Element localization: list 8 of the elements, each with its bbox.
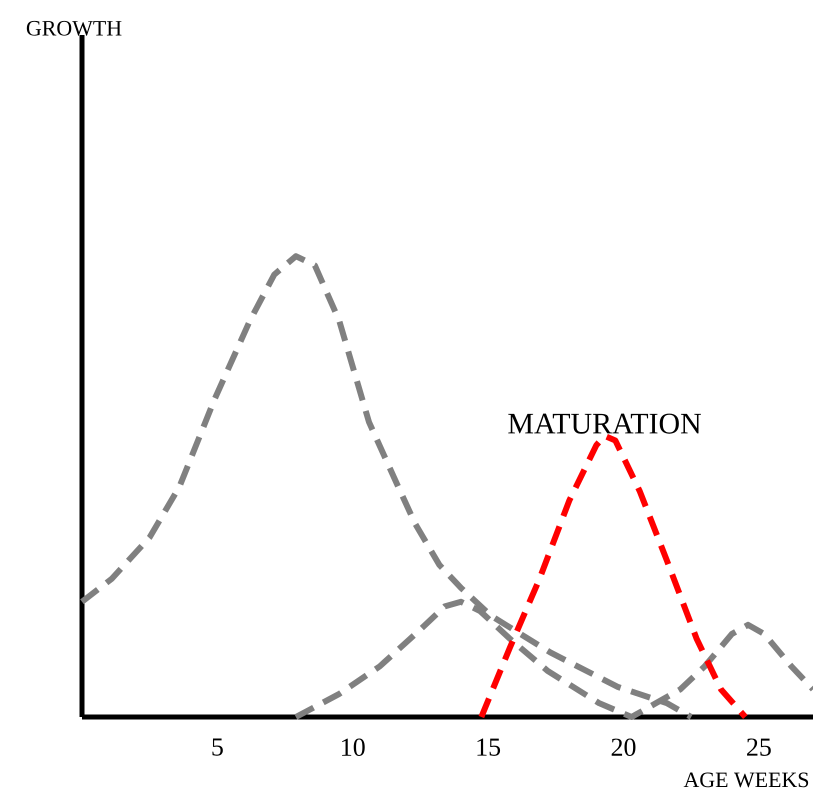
x-tick-label: 25 — [747, 738, 771, 756]
x-tick-label: 5 — [212, 738, 223, 756]
x-tick-label: 15 — [477, 738, 500, 756]
text: GROWTH — [26, 20, 122, 36]
x-tick-label: 10 — [342, 738, 365, 756]
x-axis-title: AGE WEEKS — [684, 772, 808, 788]
annotation: MATURATION — [508, 414, 701, 434]
x-tick-label: 20 — [612, 738, 636, 756]
